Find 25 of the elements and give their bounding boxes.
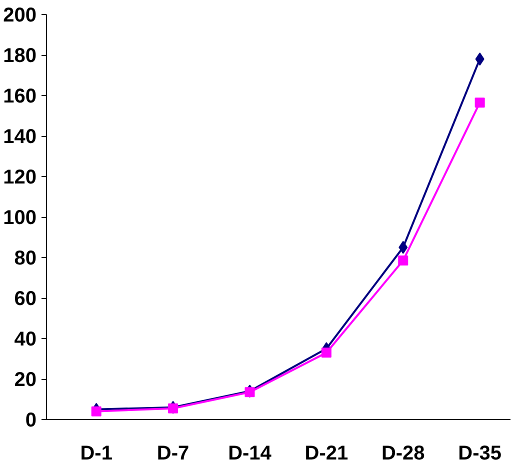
y-tick-label: 180 <box>3 45 37 67</box>
x-tick-label: D-1 <box>80 442 112 464</box>
point <box>244 387 255 398</box>
y-tick-label: 160 <box>3 86 37 108</box>
y-tick-label: 40 <box>14 328 37 350</box>
y-tick-label: 100 <box>3 207 37 229</box>
y-tick-label: 80 <box>14 248 37 270</box>
x-tick-label: D-21 <box>304 442 348 464</box>
y-tick-label: 60 <box>14 288 37 310</box>
y-tick-label: 200 <box>3 4 37 26</box>
y-tick-label: 0 <box>25 410 36 432</box>
point <box>168 403 178 414</box>
point <box>91 406 102 416</box>
x-tick-label: D-28 <box>381 442 425 464</box>
y-tick-label: 20 <box>14 369 37 391</box>
y-tick-label: 120 <box>3 166 37 188</box>
y-tick-label: 140 <box>3 126 37 148</box>
x-tick-label: D-14 <box>228 442 272 464</box>
x-tick-label: D-7 <box>156 442 190 464</box>
point <box>475 52 484 66</box>
point <box>474 98 485 108</box>
point <box>398 240 408 254</box>
point <box>398 256 408 266</box>
x-tick-label: D-35 <box>458 442 502 464</box>
point <box>321 348 332 358</box>
